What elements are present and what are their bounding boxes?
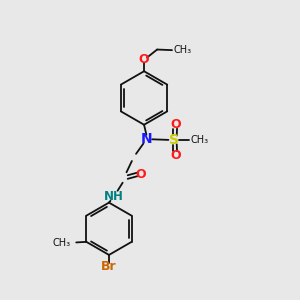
- Text: S: S: [169, 133, 179, 147]
- Text: CH₃: CH₃: [173, 45, 192, 55]
- Text: O: O: [139, 53, 149, 66]
- Text: O: O: [136, 168, 146, 181]
- Text: O: O: [170, 149, 181, 162]
- Text: CH₃: CH₃: [191, 135, 209, 145]
- Text: NH: NH: [103, 190, 123, 202]
- Text: N: N: [141, 132, 153, 146]
- Text: O: O: [170, 118, 181, 131]
- Text: CH₃: CH₃: [53, 238, 71, 248]
- Text: Br: Br: [101, 260, 117, 273]
